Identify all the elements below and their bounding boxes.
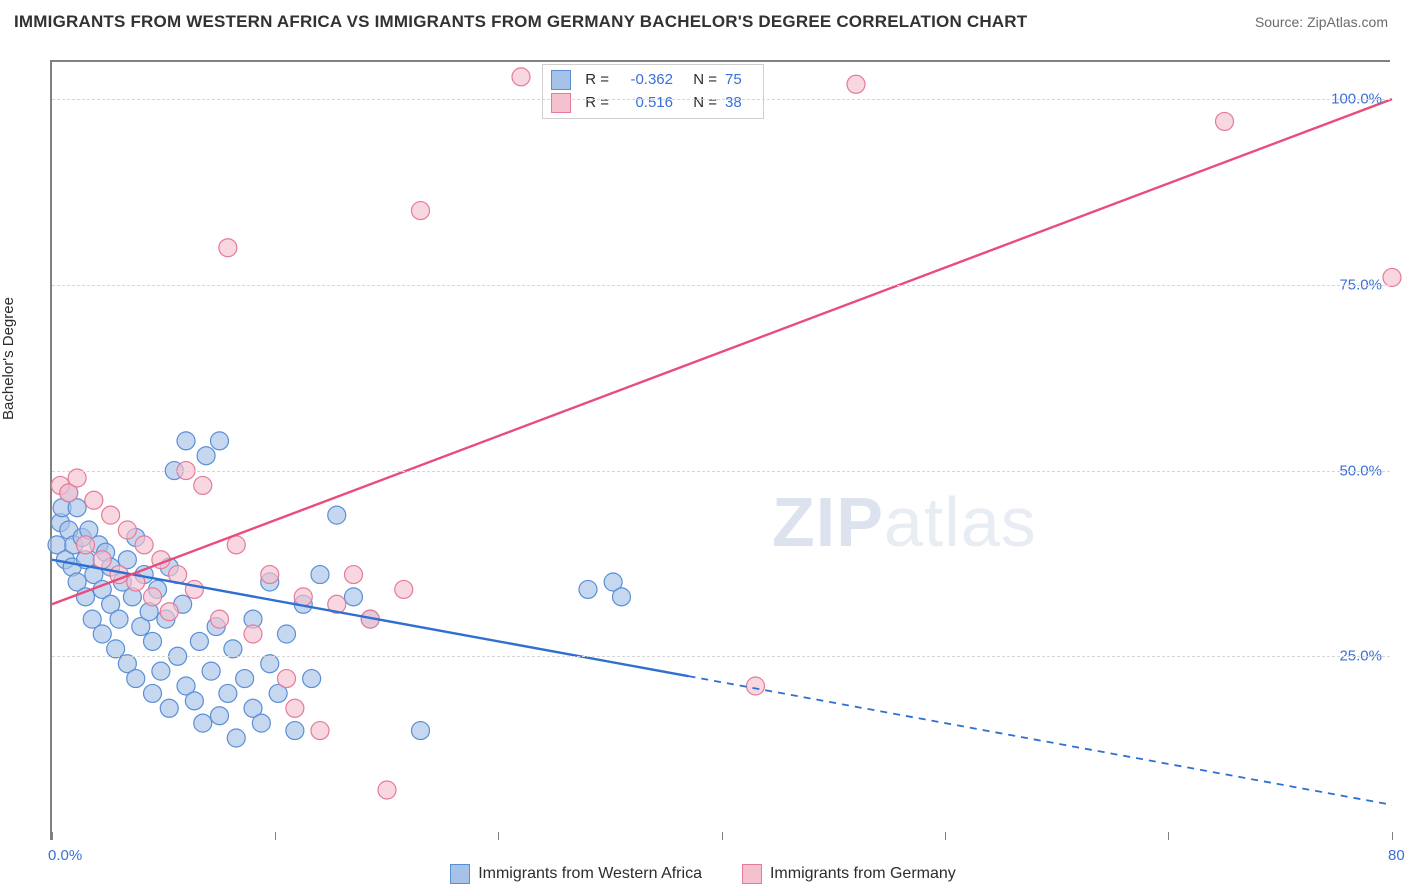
data-point <box>118 521 136 539</box>
chart-title: IMMIGRANTS FROM WESTERN AFRICA VS IMMIGR… <box>14 12 1027 32</box>
stats-row-series-1: R = -0.362 N = 75 <box>551 69 755 92</box>
legend-label-2: Immigrants from Germany <box>770 865 956 883</box>
data-point <box>127 670 145 688</box>
data-point <box>847 75 865 93</box>
data-point <box>152 662 170 680</box>
swatch-series-1 <box>450 864 470 884</box>
data-point <box>190 632 208 650</box>
data-point <box>261 566 279 584</box>
data-point <box>177 432 195 450</box>
data-point <box>412 722 430 740</box>
y-axis-label: Bachelor's Degree <box>0 297 17 420</box>
data-point <box>160 603 178 621</box>
data-point <box>294 588 312 606</box>
data-point <box>395 580 413 598</box>
n-value-2: 38 <box>725 92 755 115</box>
data-point <box>613 588 631 606</box>
data-point <box>236 670 254 688</box>
n-value-1: 75 <box>725 69 755 92</box>
data-point <box>77 536 95 554</box>
data-point <box>135 536 153 554</box>
data-point <box>345 566 363 584</box>
n-label: N = <box>681 92 717 115</box>
data-point <box>1383 268 1401 286</box>
source-attribution: Source: ZipAtlas.com <box>1255 14 1388 30</box>
data-point <box>93 625 111 643</box>
stats-row-series-2: R = 0.516 N = 38 <box>551 92 755 115</box>
data-point <box>579 580 597 598</box>
data-point <box>93 551 111 569</box>
data-point <box>194 476 212 494</box>
trend-line-dashed <box>689 676 1393 805</box>
data-point <box>512 68 530 86</box>
r-label: R = <box>579 92 609 115</box>
data-point <box>244 625 262 643</box>
data-point <box>412 202 430 220</box>
swatch-series-2 <box>551 93 571 113</box>
data-point <box>219 684 237 702</box>
data-point <box>261 655 279 673</box>
data-point <box>286 722 304 740</box>
r-label: R = <box>579 69 609 92</box>
chart-container: IMMIGRANTS FROM WESTERN AFRICA VS IMMIGR… <box>0 0 1406 892</box>
data-point <box>286 699 304 717</box>
data-point <box>252 714 270 732</box>
data-point <box>378 781 396 799</box>
trend-line <box>52 99 1392 604</box>
data-point <box>311 566 329 584</box>
data-point <box>219 239 237 257</box>
data-point <box>278 670 296 688</box>
data-point <box>68 469 86 487</box>
data-point <box>197 447 215 465</box>
x-tick-label: 0.0% <box>48 847 82 864</box>
data-point <box>202 662 220 680</box>
swatch-series-2 <box>742 864 762 884</box>
n-label: N = <box>681 69 717 92</box>
legend-label-1: Immigrants from Western Africa <box>478 865 702 883</box>
data-point <box>1216 112 1234 130</box>
x-tick-label: 80.0% <box>1388 847 1406 864</box>
data-point <box>227 729 245 747</box>
data-point <box>160 699 178 717</box>
data-point <box>144 684 162 702</box>
data-point <box>747 677 765 695</box>
legend-item-1: Immigrants from Western Africa <box>450 864 702 884</box>
swatch-series-1 <box>551 70 571 90</box>
data-point <box>303 670 321 688</box>
plot-area: ZIPatlas R = -0.362 N = 75 R = 0.516 N =… <box>50 60 1390 840</box>
data-point <box>102 506 120 524</box>
data-point <box>211 432 229 450</box>
data-point <box>311 722 329 740</box>
data-point <box>194 714 212 732</box>
r-value-1: -0.362 <box>617 69 673 92</box>
data-point <box>185 580 203 598</box>
bottom-legend: Immigrants from Western Africa Immigrant… <box>0 864 1406 884</box>
data-point <box>144 588 162 606</box>
r-value-2: 0.516 <box>617 92 673 115</box>
data-point <box>211 610 229 628</box>
data-point <box>110 610 128 628</box>
data-point <box>345 588 363 606</box>
data-point <box>144 632 162 650</box>
data-point <box>185 692 203 710</box>
data-point <box>107 640 125 658</box>
data-point <box>85 491 103 509</box>
data-point <box>211 707 229 725</box>
legend-item-2: Immigrants from Germany <box>742 864 956 884</box>
plot-svg <box>52 62 1390 840</box>
data-point <box>328 506 346 524</box>
data-point <box>278 625 296 643</box>
data-point <box>224 640 242 658</box>
data-point <box>227 536 245 554</box>
stats-legend: R = -0.362 N = 75 R = 0.516 N = 38 <box>542 64 764 119</box>
